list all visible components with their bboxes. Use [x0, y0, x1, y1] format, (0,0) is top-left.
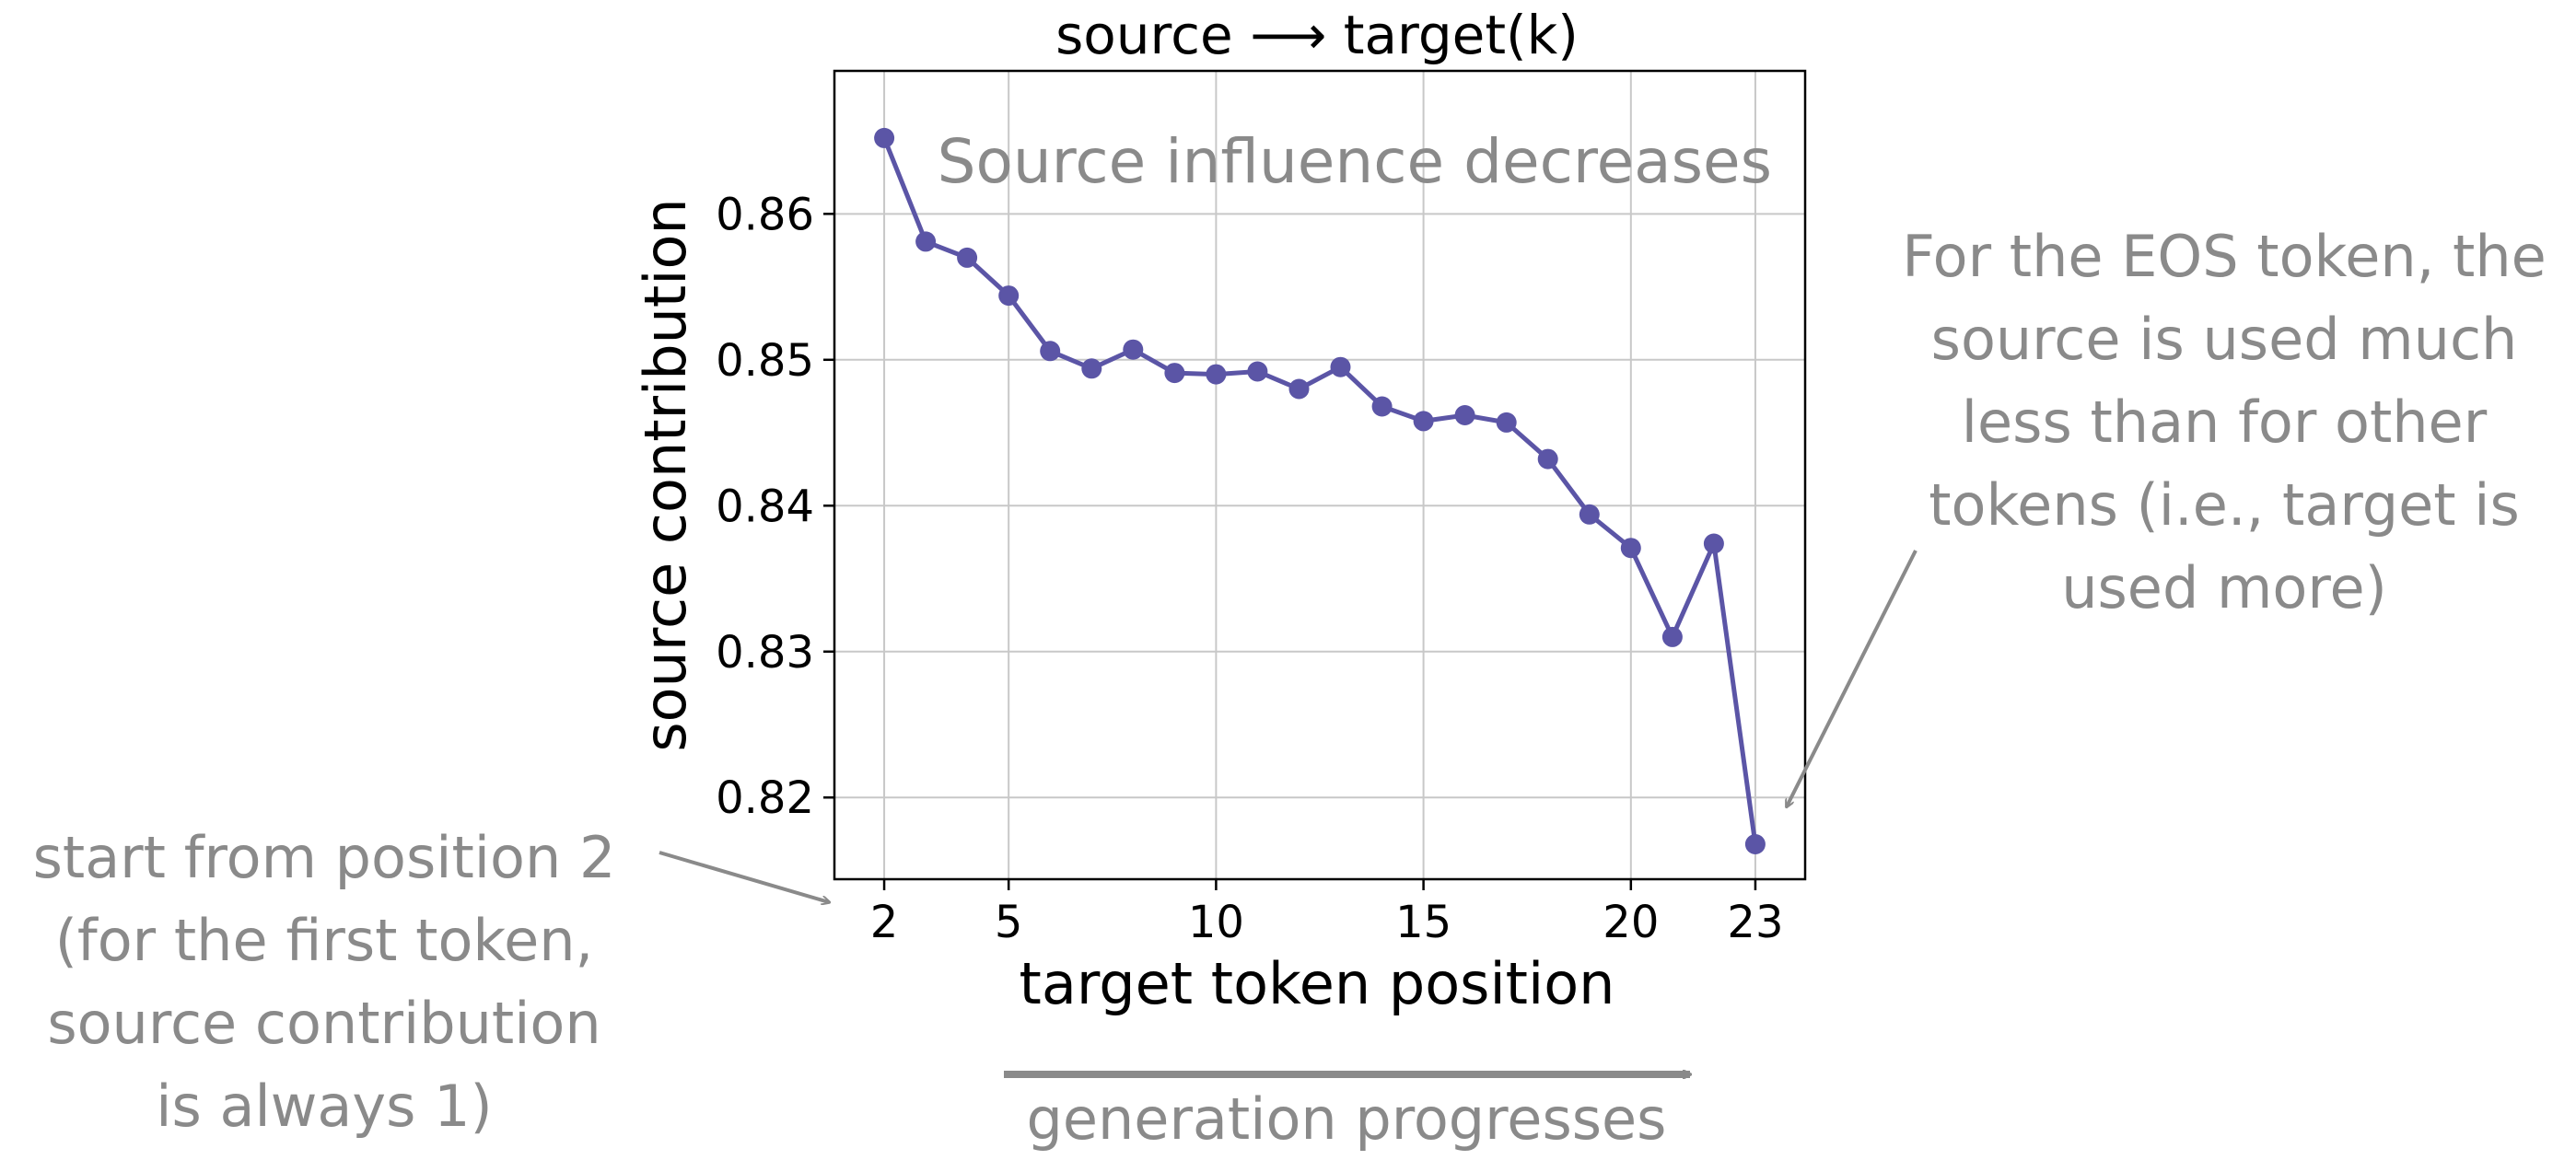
data-point	[1744, 834, 1766, 854]
x-tick-label: 15	[1395, 897, 1451, 948]
data-points	[874, 127, 1766, 854]
data-point	[1081, 358, 1102, 379]
start-note-line-2: (for the first token,	[55, 907, 594, 974]
start-arrow	[659, 851, 829, 902]
data-point	[1537, 448, 1558, 470]
x-tick-label: 20	[1603, 897, 1659, 948]
start-note-line-4: is always 1)	[156, 1073, 493, 1140]
generation-label: generation progresses	[1027, 1085, 1667, 1153]
x-tick-label: 23	[1727, 897, 1783, 948]
grid	[834, 71, 1805, 879]
x-tick-label: 2	[870, 897, 899, 948]
plot-frame	[833, 69, 1807, 881]
y-tick-label: 0.84	[716, 481, 814, 532]
eos-note-line-3: less than for other	[1962, 389, 2488, 456]
data-point	[1206, 364, 1227, 385]
annotation-start: start from position 2 (for the first tok…	[33, 824, 829, 1140]
x-tick-label: 5	[995, 897, 1023, 948]
y-tick-label: 0.82	[716, 772, 814, 824]
data-point	[1661, 626, 1683, 647]
data-point	[1371, 396, 1393, 417]
annotation-generation: generation progresses	[1004, 1074, 1690, 1153]
x-axis-label: target token position	[1020, 950, 1615, 1017]
x-ticks: 2 5 10 15 20 23	[870, 879, 1783, 948]
data-point	[957, 247, 978, 268]
data-point	[1123, 339, 1144, 360]
data-point	[1288, 378, 1310, 400]
data-point	[1620, 538, 1641, 559]
data-point	[1703, 533, 1724, 554]
data-point	[1496, 412, 1517, 433]
y-tick-label: 0.83	[716, 627, 814, 679]
data-point	[1454, 405, 1475, 425]
start-note-line-3: source contribution	[47, 990, 600, 1057]
y-tick-label: 0.85	[716, 335, 814, 387]
source-contribution-line	[881, 136, 1758, 845]
eos-arrow	[1787, 550, 1917, 806]
data-point	[874, 127, 895, 148]
data-point	[1579, 504, 1600, 525]
x-tick-label: 10	[1188, 897, 1244, 948]
start-note-line-1: start from position 2	[33, 824, 616, 891]
eos-note-line-1: For the EOS token, the	[1902, 223, 2547, 290]
y-ticks: 0.82 0.83 0.84 0.85 0.86	[716, 189, 834, 824]
y-tick-label: 0.86	[716, 189, 814, 240]
data-point	[915, 231, 937, 252]
y-axis-label: source contribution	[632, 198, 699, 751]
data-point	[1164, 363, 1185, 384]
eos-note-line-5: used more)	[2061, 554, 2387, 621]
chart-title: source ⟶ target(k)	[1055, 4, 1579, 66]
data-point	[1330, 356, 1351, 377]
data-point	[1413, 411, 1434, 432]
data-point	[1247, 361, 1268, 382]
annotation-eos: For the EOS token, the source is used mu…	[1787, 223, 2547, 806]
eos-note-line-4: tokens (i.e., target is	[1929, 471, 2520, 539]
data-point	[998, 285, 1020, 307]
eos-note-line-2: source is used much	[1931, 306, 2518, 373]
data-point	[1040, 341, 1061, 362]
annotation-source-influence: Source influence decreases	[938, 126, 1772, 197]
